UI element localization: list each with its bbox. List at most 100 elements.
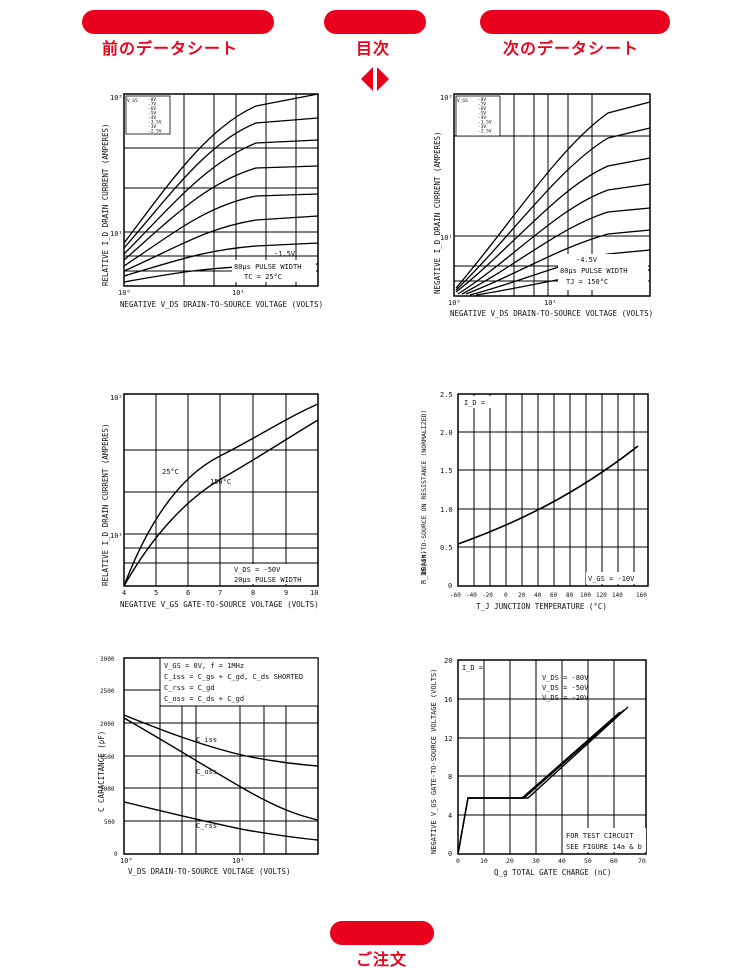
y-axis-label: DRAIN-TO-SOURCE ON RESISTANCE (NORMALIZE… — [420, 410, 428, 574]
y-tick: 4 — [448, 812, 452, 820]
next-datasheet-pill[interactable] — [480, 10, 670, 34]
vds-curve-label: V_DS = -80V — [542, 674, 589, 682]
toc-pill[interactable] — [324, 10, 426, 34]
x-tick: 50 — [584, 857, 592, 865]
x-axis-label: NEGATIVE V_DS DRAIN-TO-SOURCE VOLTAGE (V… — [450, 309, 653, 318]
curve-label-25c: 25°C — [162, 468, 179, 476]
graph-gate-charge: I_D = V_DS = -80V V_DS = -50V V_DS = -20… — [430, 657, 647, 877]
y-tick: 1.5 — [440, 467, 453, 475]
x-tick: -60 — [450, 592, 461, 599]
curve-label-coss: C_oss — [196, 768, 217, 776]
y-tick: 2500 — [100, 688, 115, 695]
prev-datasheet-pill[interactable] — [82, 10, 274, 34]
y-tick: 2.5 — [440, 391, 453, 399]
x-tick: 20 — [506, 857, 514, 865]
vgs-note: V_GS = -10V — [588, 575, 635, 583]
x-tick: 60 — [610, 857, 618, 865]
legend-item: -4V — [478, 115, 486, 121]
y-tick: 8 — [448, 773, 452, 781]
legend-item: -4V — [148, 115, 156, 121]
x-axis-label: NEGATIVE V_GS GATE-TO-SOURCE VOLTAGE (VO… — [120, 600, 319, 609]
y-axis-label: RELATIVE I_D DRAIN CURRENT (AMPERES) — [101, 123, 110, 286]
next-datasheet-link[interactable]: 次のデータシート — [503, 39, 640, 58]
y-axis-label: C CAPACITANCE (pF) — [97, 731, 106, 812]
legend-item: -8V — [478, 97, 486, 103]
curve-label-150c: 150°C — [210, 478, 231, 486]
x-tick: 30 — [532, 857, 540, 865]
x-axis-label: NEGATIVE V_DS DRAIN-TO-SOURCE VOLTAGE (V… — [120, 300, 323, 309]
x-tick-mid: 10¹ — [232, 289, 245, 297]
prev-datasheet-link[interactable]: 前のデータシート — [102, 39, 239, 58]
y-tick-top: 10² — [110, 394, 123, 402]
y-tick: 1000 — [100, 786, 115, 793]
x-tick: 0 — [456, 857, 460, 865]
vds-curve-label: V_DS = -50V — [542, 684, 589, 692]
vds-note: V_DS = -50V — [234, 566, 281, 574]
y-tick-top: 10² — [110, 94, 123, 102]
legend-line: V_GS = 0V, f = 1MHz — [164, 662, 244, 670]
prev-page-arrow-icon[interactable] — [361, 67, 373, 91]
y-tick: 1500 — [100, 754, 115, 761]
x-tick: 120 — [596, 592, 607, 599]
pulse-note: 80μs PULSE WIDTH — [234, 263, 301, 271]
rdson-curve — [457, 445, 639, 545]
temp-note: TJ = 150°C — [566, 278, 608, 286]
x-tick: 4 — [122, 589, 126, 597]
x-tick: 5 — [154, 589, 158, 597]
curve-note: -1.5V — [274, 250, 296, 258]
graph-capacitance: C_iss C_oss C_rss V_GS = 0V, f = 1MHz C_… — [97, 656, 319, 876]
legend-item: -3.5V — [478, 120, 492, 126]
page-arrows-icon[interactable] — [360, 66, 390, 92]
x-tick: 70 — [638, 857, 646, 865]
legend-item: -5V — [478, 111, 486, 117]
curve-label-ciss: C_iss — [196, 736, 217, 744]
x-tick: 160 — [636, 592, 647, 599]
x-tick: 140 — [612, 592, 623, 599]
x-tick: 40 — [534, 592, 542, 599]
graph-output-char-150c: V_GS -8V -7V -6V -5V -4V -3.5V -3V -2.5V… — [433, 93, 653, 318]
legend-line: C_oss = C_ds + C_gd — [164, 695, 244, 703]
y-tick: 16 — [444, 696, 452, 704]
x-tick: 10 — [310, 589, 318, 597]
y-tick: 0 — [448, 582, 452, 590]
graph-rdson-vs-temp: I_D = V_GS = -10V 2.5 2.0 1.5 1.0 0.5 0 … — [420, 391, 649, 611]
vds-curve-label: V_DS = -20V — [542, 694, 589, 702]
x-tick-mid: 10¹ — [232, 857, 245, 865]
test-circuit-note: SEE FIGURE 14a & b — [566, 843, 642, 851]
y-tick: 0 — [114, 851, 118, 858]
legend-item: -8V — [148, 97, 156, 103]
x-tick: 7 — [218, 589, 222, 597]
y-tick: 3000 — [100, 656, 115, 663]
legend-item: -3.5V — [148, 120, 162, 126]
x-tick: 100 — [580, 592, 591, 599]
legend-title: V_GS — [457, 98, 468, 104]
y-tick-mid: 10¹ — [110, 230, 123, 238]
y-tick: 0 — [448, 850, 452, 858]
x-axis-label: V_DS DRAIN-TO-SOURCE VOLTAGE (VOLTS) — [128, 867, 291, 876]
legend-item: -3V — [148, 124, 156, 130]
legend-item: -6V — [148, 106, 156, 112]
legend-item: -2.5V — [478, 129, 492, 135]
x-tick-left: 10⁰ — [448, 299, 461, 307]
graph-transfer-char: 25°C 150°C 10² 10¹ V_DS = -50V 20μs PULS… — [101, 393, 319, 609]
y-tick: 0.5 — [440, 544, 453, 552]
legend-item: -2.5V — [148, 129, 162, 135]
x-tick: 6 — [186, 589, 190, 597]
x-tick: 10 — [480, 857, 488, 865]
legend-item: -5V — [148, 111, 156, 117]
next-page-arrow-icon[interactable] — [377, 67, 389, 91]
toc-link[interactable]: 目次 — [356, 39, 391, 58]
x-tick: 40 — [558, 857, 566, 865]
id-note: I_D = — [462, 664, 483, 672]
x-tick-mid: 10¹ — [544, 299, 557, 307]
order-pill[interactable] — [330, 921, 434, 945]
legend-item: -7V — [478, 102, 486, 108]
order-link[interactable]: ご注文 — [356, 950, 408, 969]
y-tick-mid: 10¹ — [440, 234, 453, 242]
pulse-note: 80μs PULSE WIDTH — [560, 267, 627, 275]
y-tick: 2000 — [100, 721, 115, 728]
curve-label-crss: C_rss — [196, 822, 217, 830]
x-tick: 80 — [566, 592, 574, 599]
y-tick-mid: 10¹ — [110, 532, 123, 540]
x-tick: -20 — [482, 592, 493, 599]
